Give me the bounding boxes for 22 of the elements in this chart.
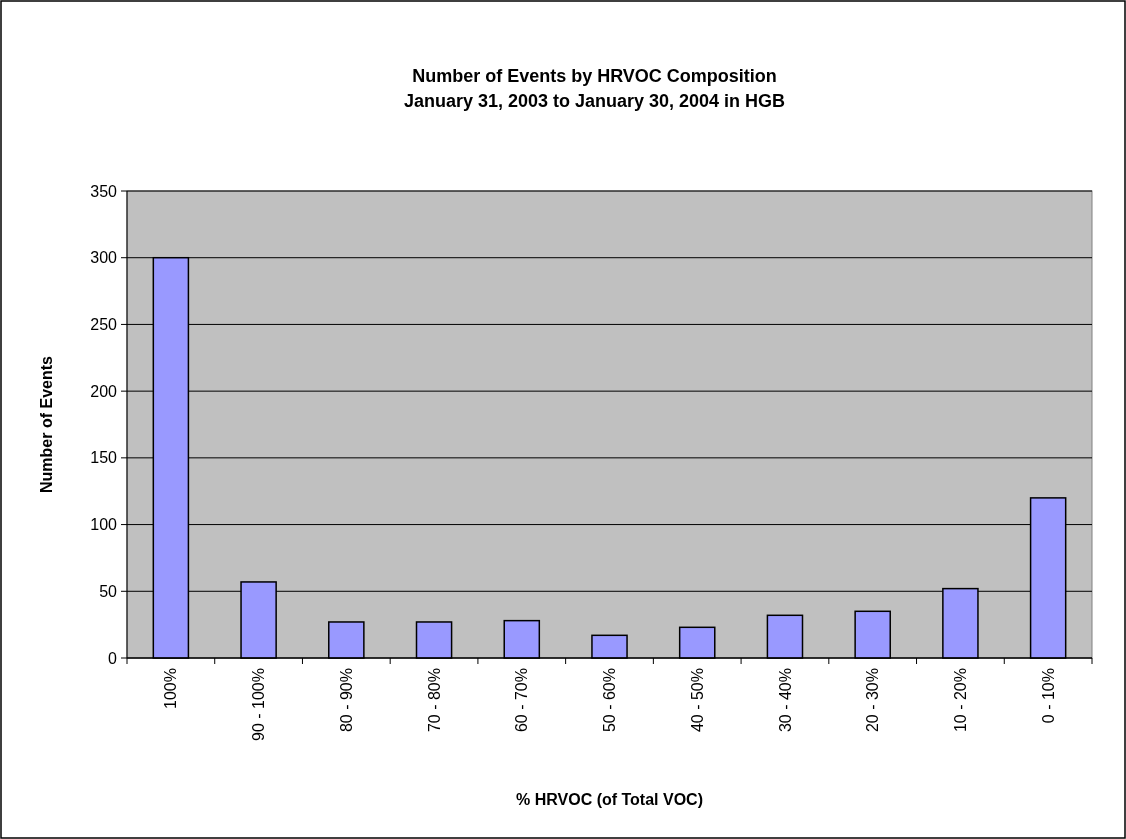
- x-tick-label: 30 - 40%: [776, 668, 794, 733]
- x-tick-label: 40 - 50%: [688, 668, 706, 733]
- y-tick-label: 350: [90, 182, 118, 200]
- y-tick-label: 250: [90, 316, 118, 334]
- x-tick-label: 80 - 90%: [337, 668, 355, 733]
- x-tick-label: 20 - 30%: [864, 668, 882, 733]
- x-tick-label: 70 - 80%: [425, 668, 443, 733]
- x-tick-label: 50 - 60%: [601, 668, 619, 733]
- x-axis-title: % HRVOC (of Total VOC): [516, 791, 703, 808]
- x-tick-label: 60 - 70%: [513, 668, 531, 733]
- x-tick-label: 90 - 100%: [250, 668, 268, 741]
- y-axis-title: Number of Events: [38, 355, 55, 493]
- x-tick-label: 0 - 10%: [1039, 668, 1057, 724]
- x-tick-label: 10 - 20%: [952, 668, 970, 733]
- y-tick-label: 300: [90, 249, 118, 267]
- x-tick-label: 100%: [162, 668, 180, 709]
- y-tick-label: 100: [90, 516, 118, 534]
- y-tick-label: 50: [99, 582, 118, 600]
- chart-title: Number of Events by HRVOC Composition January 31, 2003 to January 30, 2004 in HGB: [403, 66, 786, 111]
- y-tick-label: 200: [90, 382, 118, 400]
- y-tick-label: 150: [90, 449, 118, 467]
- y-tick-label: 0: [108, 649, 118, 667]
